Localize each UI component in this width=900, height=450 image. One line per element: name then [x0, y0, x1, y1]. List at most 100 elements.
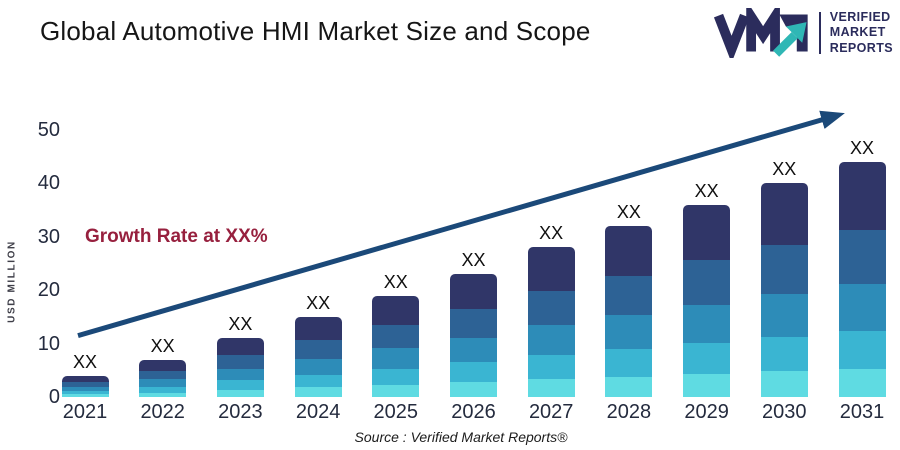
segment-navy-top — [838, 162, 886, 231]
growth-rate-annotation: Growth Rate at XX% — [85, 226, 268, 247]
segment-steel-blue — [527, 290, 575, 325]
y-tick-label-50: 50 — [37, 119, 60, 141]
bar-2024 — [294, 316, 342, 397]
segment-navy-top — [61, 375, 109, 383]
segment-navy-top — [372, 295, 420, 325]
bar-value-label-2026: XX — [461, 250, 486, 271]
y-tick-label-20: 20 — [37, 279, 60, 302]
segment-teal — [527, 354, 575, 379]
segment-steel-blue — [605, 275, 653, 316]
bar-2029 — [683, 204, 731, 397]
vmr-logo: VERIFIED MARKET REPORTS — [713, 8, 893, 58]
segment-navy-top — [683, 204, 731, 261]
segment-teal — [216, 380, 264, 391]
segment-cyan-bottom — [683, 374, 731, 397]
segment-navy-top — [139, 359, 187, 371]
segment-medium-blue — [838, 284, 886, 332]
segment-steel-blue — [294, 339, 342, 359]
segment-teal — [605, 349, 653, 377]
segment-teal — [683, 343, 731, 375]
segment-navy-top — [294, 316, 342, 340]
segment-cyan-bottom — [527, 378, 575, 397]
segment-medium-blue — [139, 379, 187, 387]
segment-teal — [372, 368, 420, 385]
segment-navy-top — [760, 183, 808, 246]
segment-steel-blue — [139, 370, 187, 380]
segment-cyan-bottom — [450, 382, 497, 397]
segment-teal — [139, 386, 187, 393]
bar-value-label-2021: XX — [72, 351, 97, 372]
segment-teal — [61, 391, 109, 395]
segment-cyan-bottom — [216, 390, 264, 397]
bar-2028 — [605, 226, 653, 397]
logo-line-market: MARKET — [829, 25, 886, 40]
vmr-logo-mark-icon — [713, 8, 808, 58]
segment-medium-blue — [372, 348, 420, 369]
segment-teal — [760, 337, 808, 372]
segment-medium-blue — [450, 337, 497, 363]
segment-cyan-bottom — [760, 371, 808, 397]
bar-2022 — [139, 359, 187, 397]
segment-medium-blue — [605, 315, 653, 350]
y-tick-label-40: 40 — [37, 172, 60, 195]
bar-value-label-2024: XX — [306, 292, 331, 313]
segment-medium-blue — [216, 368, 264, 381]
segment-steel-blue — [450, 309, 497, 338]
x-tick-label-2027: 2027 — [528, 401, 574, 423]
segment-teal — [294, 374, 342, 388]
bar-value-label-2029: XX — [694, 180, 719, 201]
x-tick-label-2022: 2022 — [140, 401, 185, 423]
x-tick-label-2031: 2031 — [839, 401, 885, 423]
source-text: Source : Verified Market Reports® — [354, 429, 568, 445]
bar-value-label-2027: XX — [539, 223, 564, 244]
bar-value-label-2030: XX — [772, 159, 797, 180]
x-tick-label-2030: 2030 — [762, 401, 807, 423]
segment-medium-blue — [760, 294, 808, 338]
logo-line-reports: REPORTS — [829, 40, 893, 55]
x-tick-label-2024: 2024 — [295, 401, 341, 423]
logo-line-verified: VERIFIED — [829, 9, 891, 24]
bar-2023 — [216, 338, 264, 397]
segment-steel-blue — [838, 230, 886, 285]
segment-teal — [450, 362, 497, 383]
segment-steel-blue — [216, 355, 264, 369]
y-tick-label-30: 30 — [37, 225, 60, 248]
logo-text: VERIFIED MARKET REPORTS — [830, 10, 893, 57]
segment-cyan-bottom — [605, 376, 653, 397]
segment-steel-blue — [61, 382, 109, 387]
segment-medium-blue — [683, 304, 731, 344]
bar-2031 — [838, 162, 886, 397]
bar-value-label-2025: XX — [383, 271, 408, 292]
segment-navy-top — [216, 338, 264, 356]
segment-cyan-bottom — [61, 394, 109, 397]
x-tick-label-2025: 2025 — [373, 401, 419, 423]
bar-value-label-2023: XX — [228, 314, 253, 335]
segment-medium-blue — [294, 358, 342, 375]
logo-divider — [818, 12, 821, 54]
bar-2030 — [760, 183, 808, 397]
segment-cyan-bottom — [838, 368, 886, 397]
segment-medium-blue — [527, 324, 575, 355]
segment-steel-blue — [372, 324, 420, 349]
bar-2021 — [61, 375, 109, 397]
y-tick-label-10: 10 — [37, 332, 60, 355]
bar-value-label-2028: XX — [616, 202, 641, 223]
bar-value-label-2022: XX — [150, 335, 175, 356]
segment-cyan-bottom — [139, 392, 187, 397]
segment-teal — [838, 331, 886, 369]
segment-navy-top — [527, 247, 575, 291]
segment-steel-blue — [760, 245, 808, 295]
x-tick-label-2026: 2026 — [451, 401, 496, 423]
bar-value-label-2031: XX — [849, 138, 874, 159]
segment-navy-top — [605, 226, 653, 276]
x-tick-label-2028: 2028 — [606, 401, 652, 423]
page-title: Global Automotive HMI Market Size and Sc… — [40, 16, 591, 46]
segment-navy-top — [450, 274, 497, 310]
x-tick-label-2021: 2021 — [62, 401, 108, 423]
x-tick-label-2023: 2023 — [218, 401, 263, 423]
segment-cyan-bottom — [372, 384, 420, 397]
segment-steel-blue — [683, 260, 731, 305]
segment-medium-blue — [61, 386, 109, 392]
bar-2025 — [372, 295, 420, 397]
